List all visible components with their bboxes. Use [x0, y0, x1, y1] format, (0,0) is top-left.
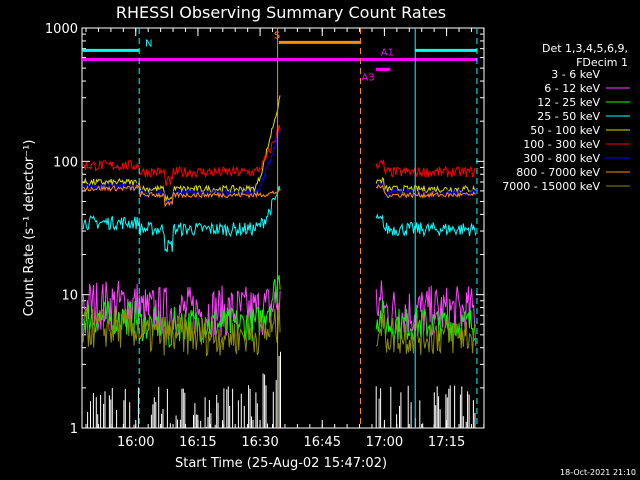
legend-entry: 7000 - 15000 keV	[502, 180, 600, 193]
series-line	[83, 95, 477, 202]
chart-title: RHESSI Observing Summary Count Rates	[116, 3, 446, 22]
x-axis-label: Start Time (25-Aug-02 15:47:02)	[175, 456, 387, 471]
legend-entry: 3 - 6 keV	[551, 68, 600, 81]
series-group	[82, 95, 477, 428]
legend-entry: 300 - 800 keV	[523, 152, 600, 165]
legend-entry: 12 - 25 keV	[537, 96, 600, 109]
y-tick-label: 1000	[45, 22, 78, 37]
x-axis: 16:00 16:15 16:30 16:45 17:00 17:15	[85, 28, 485, 450]
series-line	[82, 305, 477, 357]
legend-entry: 800 - 7000 keV	[516, 166, 600, 179]
annotation-bars: N S A1 A3	[82, 30, 477, 83]
y-tick-label: 10	[61, 289, 78, 304]
y-axis: 1 10 100 1000	[45, 22, 484, 437]
series-line	[87, 351, 476, 428]
x-tick-label: 16:00	[117, 435, 154, 450]
y-tick-label: 100	[53, 155, 78, 170]
footer-timestamp: 18-Oct-2021 21:10	[560, 468, 636, 477]
legend-entry: 6 - 12 keV	[544, 82, 600, 95]
x-tick-label: 16:45	[304, 435, 341, 450]
annotation-label: A3	[361, 72, 374, 83]
annotation-label: N	[145, 38, 152, 49]
y-tick-label: 1	[70, 422, 78, 437]
x-tick-label: 17:00	[366, 435, 403, 450]
annotation-label: S	[274, 30, 280, 41]
legend-entry: 100 - 300 keV	[523, 138, 600, 151]
legend-entry: 50 - 100 keV	[530, 124, 600, 137]
x-tick-label: 16:15	[179, 435, 216, 450]
x-tick-label: 16:30	[241, 435, 278, 450]
attenuator-lines	[138, 28, 478, 428]
series-line	[82, 185, 477, 253]
legend-entry: 25 - 50 keV	[537, 110, 600, 123]
legend-header: FDecim 1	[576, 56, 628, 69]
plot-frame	[81, 27, 485, 429]
legend-header: Det 1,3,4,5,6,9,	[542, 42, 628, 55]
y-axis-label: Count Rate (s⁻¹ detector⁻¹)	[22, 140, 37, 317]
x-tick-label: 17:15	[428, 435, 465, 450]
annotation-label: A1	[381, 48, 394, 59]
series-line	[82, 124, 476, 187]
series-line	[82, 183, 476, 208]
series-line	[82, 129, 477, 208]
